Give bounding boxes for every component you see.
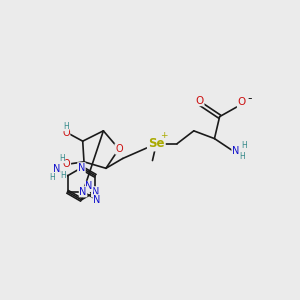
Text: N: N (80, 187, 87, 197)
Text: O: O (62, 128, 70, 138)
Text: O: O (115, 144, 123, 154)
Text: H: H (59, 154, 65, 163)
Text: H: H (239, 152, 245, 161)
Text: O: O (63, 159, 70, 169)
Text: H: H (63, 122, 69, 131)
Text: N: N (53, 164, 60, 174)
Text: +: + (160, 131, 167, 140)
Text: H: H (241, 141, 247, 150)
Text: N: N (85, 182, 93, 191)
Text: N: N (78, 163, 85, 173)
Text: N: N (93, 195, 100, 205)
Text: N: N (92, 187, 99, 197)
Text: O: O (238, 98, 246, 107)
Text: H: H (49, 172, 55, 182)
Text: -: - (247, 92, 252, 105)
Text: Se: Se (148, 137, 165, 150)
Text: N: N (232, 146, 239, 156)
Text: H: H (61, 170, 67, 179)
Text: O: O (196, 96, 204, 106)
